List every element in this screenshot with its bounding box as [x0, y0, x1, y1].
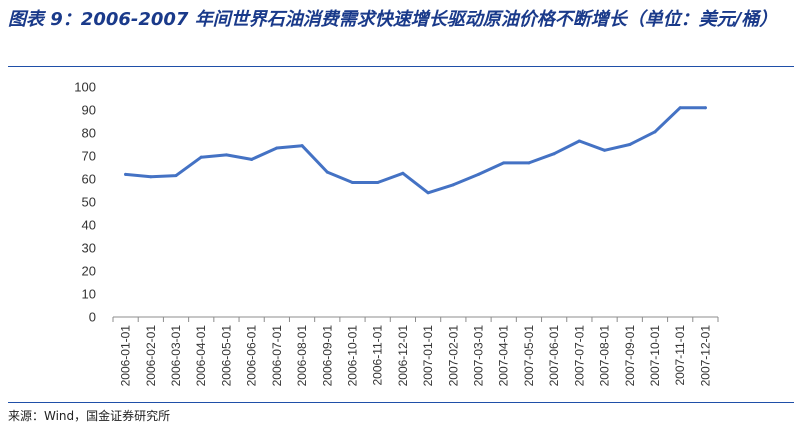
x-tick-label: 2007-09-01 — [623, 325, 637, 387]
x-tick-label: 2007-05-01 — [522, 325, 536, 387]
y-axis-ticks: 0 10 20 30 40 50 60 70 80 90 100 — [74, 80, 96, 325]
y-tick-label: 40 — [82, 218, 96, 233]
data-point — [275, 146, 279, 150]
source-note: 来源：Wind，国金证券研究所 — [8, 409, 171, 423]
y-tick-label: 70 — [82, 149, 96, 164]
data-point — [350, 180, 354, 184]
x-tick-label: 2007-10-01 — [648, 325, 662, 387]
data-point — [149, 175, 153, 179]
x-tick-label: 2006-02-01 — [144, 325, 158, 387]
y-tick-label: 50 — [82, 195, 96, 210]
data-point — [552, 152, 556, 156]
y-tick-label: 90 — [82, 103, 96, 118]
x-tick-label: 2007-07-01 — [572, 325, 586, 387]
y-tick-label: 60 — [82, 172, 96, 187]
x-tick-label: 2007-03-01 — [472, 325, 486, 387]
x-tick-label: 2007-11-01 — [673, 325, 687, 386]
data-point — [703, 106, 707, 110]
y-tick-label: 10 — [82, 287, 96, 302]
data-point — [603, 148, 607, 152]
series-line — [124, 106, 707, 195]
x-tick-label: 2006-09-01 — [320, 325, 334, 387]
y-tick-label: 80 — [82, 126, 96, 141]
data-point — [325, 170, 329, 174]
title-divider — [8, 66, 794, 67]
x-tick-label: 2007-04-01 — [497, 325, 511, 387]
x-axis-ticks: 2006-01-01 2006-02-01 2006-03-01 2006-04-01… — [119, 325, 713, 387]
data-point — [426, 191, 430, 195]
data-point — [300, 144, 304, 148]
data-point — [199, 155, 203, 159]
x-tick-label: 2006-08-01 — [295, 325, 309, 387]
data-point — [527, 161, 531, 165]
chart-axes — [112, 316, 719, 322]
data-point — [376, 180, 380, 184]
x-tick-label: 2006-03-01 — [169, 325, 183, 387]
x-tick-label: 2007-08-01 — [598, 325, 612, 387]
series-layer — [124, 106, 707, 195]
data-point — [577, 139, 581, 143]
data-point — [502, 161, 506, 165]
chart-title: 图表 9：2006-2007 年间世界石油消费需求快速增长驱动原油价格不断增长（… — [8, 9, 778, 30]
x-tick-label: 2006-12-01 — [396, 325, 410, 387]
data-point — [401, 171, 405, 175]
x-tick-label: 2006-07-01 — [270, 325, 284, 387]
data-point — [174, 174, 178, 178]
y-tick-label: 0 — [89, 310, 96, 325]
x-tick-label: 2007-06-01 — [547, 325, 561, 387]
data-point — [451, 183, 455, 187]
x-tick-label: 2007-12-01 — [698, 325, 712, 387]
y-tick-label: 30 — [82, 241, 96, 256]
y-tick-label: 20 — [82, 264, 96, 279]
data-point — [477, 172, 481, 176]
x-tick-label: 2006-01-01 — [119, 325, 133, 387]
x-tick-label: 2006-04-01 — [194, 325, 208, 387]
source-divider — [8, 402, 794, 403]
y-tick-label: 100 — [74, 80, 96, 95]
data-point — [678, 106, 682, 110]
x-tick-label: 2006-05-01 — [219, 325, 233, 387]
x-tick-label: 2006-06-01 — [245, 325, 259, 387]
data-point — [628, 143, 632, 146]
data-point — [224, 153, 228, 157]
x-tick-label: 2007-02-01 — [446, 325, 460, 387]
data-point — [124, 172, 128, 176]
x-tick-label: 2006-11-01 — [371, 325, 385, 386]
x-tick-label: 2006-10-01 — [345, 325, 359, 387]
x-tick-label: 2007-01-01 — [421, 325, 435, 387]
data-point — [250, 157, 254, 161]
data-point — [653, 130, 657, 134]
